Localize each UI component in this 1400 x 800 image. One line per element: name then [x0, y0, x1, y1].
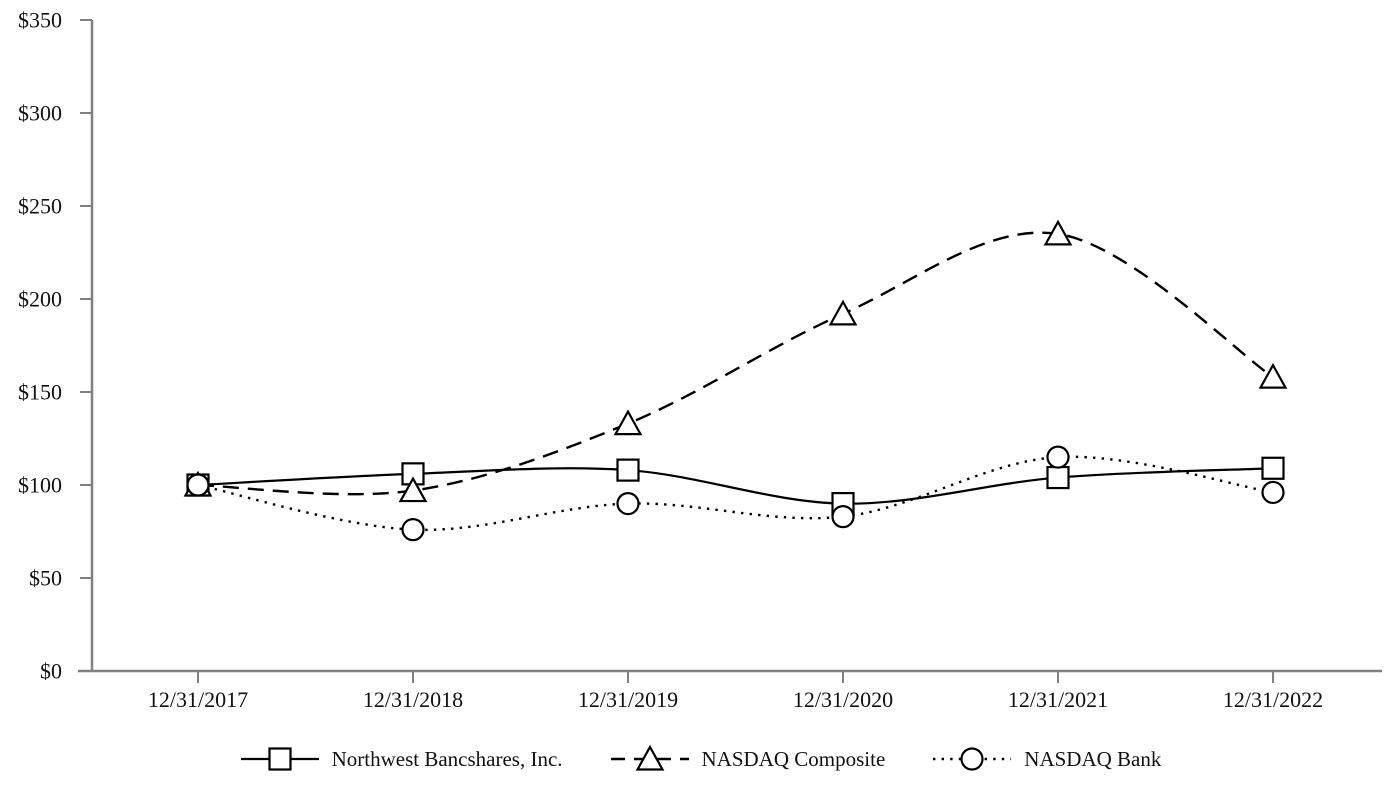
x-tick-label: 12/31/2019: [578, 687, 678, 712]
circle-marker: [831, 505, 855, 529]
series-lines: [197, 231, 1274, 532]
triangle-marker: [613, 409, 643, 436]
legend-item-1: NASDAQ Composite: [609, 741, 886, 777]
circle-marker: [186, 473, 210, 497]
series-line-2: [197, 455, 1274, 532]
series-markers: [183, 219, 1288, 542]
circle-marker: [616, 492, 640, 516]
triangle-marker: [828, 299, 858, 326]
y-axis: $0 $50 $100 $150 $200 $250 $300 $350: [18, 8, 94, 684]
legend-sample-triangle: [610, 744, 689, 771]
y-tick-label: $0: [40, 659, 62, 684]
x-tick-label: 12/31/2020: [793, 687, 893, 712]
y-tick-label: $250: [18, 194, 62, 219]
square-marker: [1046, 465, 1070, 490]
series-line-1: [197, 231, 1274, 496]
legend-label: NASDAQ Composite: [701, 746, 886, 771]
circle-marker: [1046, 445, 1070, 469]
square-marker: [267, 747, 292, 771]
circle-marker: [960, 747, 984, 771]
y-tick-label: $350: [18, 8, 62, 33]
square-marker: [616, 458, 640, 482]
legend-item-2: NASDAQ Bank: [931, 741, 1161, 777]
x-axis: 12/31/2017 12/31/2018 12/31/2019 12/31/2020…: [78, 669, 1382, 712]
x-tick-label: 12/31/2018: [363, 687, 463, 712]
x-tick-label: 12/31/2022: [1223, 687, 1323, 712]
y-tick-label: $300: [18, 101, 62, 126]
legend-item-0: Northwest Bancshares, Inc.: [239, 741, 563, 777]
circle-marker: [1261, 480, 1285, 505]
square-marker: [1261, 456, 1285, 480]
triangle-marker: [635, 744, 664, 771]
chart-legend: Northwest Bancshares, Inc. NASDAQ Composi…: [0, 741, 1400, 777]
y-tick-label: $50: [29, 566, 62, 591]
legend-label: NASDAQ Bank: [1024, 746, 1162, 771]
legend-sample-square: [240, 747, 319, 771]
y-tick-label: $200: [18, 287, 62, 312]
x-tick-label: 12/31/2021: [1008, 687, 1108, 712]
legend-sample-circle: [933, 747, 1012, 771]
y-tick-label: $150: [18, 380, 62, 405]
triangle-marker: [1043, 219, 1073, 246]
x-tick-label: 12/31/2017: [148, 687, 248, 712]
series-line-0: [197, 467, 1274, 505]
stock-performance-chart: $0 $50 $100 $150 $200 $250 $300 $350 12/31/2017…: [18, 8, 1382, 712]
triangle-marker: [1258, 362, 1288, 389]
triangle-marker: [398, 476, 428, 503]
circle-marker: [401, 518, 425, 542]
y-tick-label: $100: [18, 473, 62, 498]
legend-label: Northwest Bancshares, Inc.: [331, 746, 563, 771]
